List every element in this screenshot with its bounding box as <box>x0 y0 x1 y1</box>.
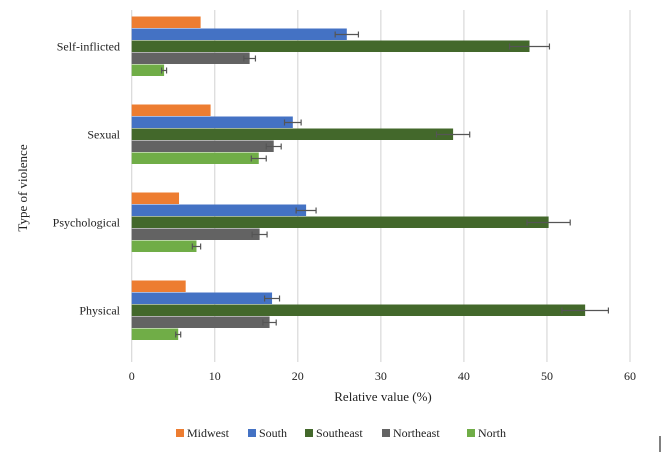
bar-midwest <box>131 104 211 116</box>
bar-north <box>131 152 259 164</box>
x-tick-label: 50 <box>541 369 553 383</box>
bar-north <box>131 64 165 76</box>
bars <box>131 16 610 340</box>
category-label: Physical <box>79 304 120 318</box>
legend-label: Southeast <box>316 426 363 440</box>
bar-southeast <box>131 40 530 52</box>
category-label: Psychological <box>53 216 121 230</box>
legend-swatch-midwest <box>176 429 184 437</box>
gridlines <box>131 10 631 362</box>
bar-southeast <box>131 216 549 228</box>
legend-label: North <box>478 426 506 440</box>
category-labels: Self-inflicted Sexual Psychological Physica… <box>53 40 121 318</box>
bar-midwest <box>131 16 201 28</box>
legend: Midwest South Southeast Northeast North <box>176 426 506 440</box>
x-tick-label: 0 <box>129 369 135 383</box>
bar-northeast <box>131 140 274 152</box>
y-axis-label: Type of violence <box>15 144 30 231</box>
x-axis-label: Relative value (%) <box>334 389 431 404</box>
legend-swatch-north <box>467 429 475 437</box>
bar-northeast <box>131 228 260 240</box>
bar-northeast <box>131 316 270 328</box>
x-tick-label: 10 <box>209 369 221 383</box>
legend-label: Midwest <box>187 426 230 440</box>
category-label: Self-inflicted <box>57 40 120 54</box>
bar-south <box>131 28 347 40</box>
bar-northeast <box>131 52 250 64</box>
x-tick-label: 20 <box>292 369 304 383</box>
legend-swatch-northeast <box>382 429 390 437</box>
bar-north <box>131 328 179 340</box>
legend-swatch-south <box>248 429 256 437</box>
x-tick-label: 40 <box>458 369 470 383</box>
legend-label: South <box>259 426 287 440</box>
bar-midwest <box>131 280 186 292</box>
legend-swatch-southeast <box>305 429 313 437</box>
category-label: Sexual <box>87 128 120 142</box>
legend-label: Northeast <box>393 426 440 440</box>
bar-midwest <box>131 192 180 204</box>
bar-south <box>131 204 307 216</box>
x-tick-labels: 0 10 20 30 40 50 60 <box>129 369 636 383</box>
x-tick-label: 60 <box>624 369 636 383</box>
bar-north <box>131 240 197 252</box>
bar-southeast <box>131 128 454 140</box>
bar-south <box>131 116 293 128</box>
bar-south <box>131 292 273 304</box>
x-tick-label: 30 <box>375 369 387 383</box>
bar-southeast <box>131 304 586 316</box>
